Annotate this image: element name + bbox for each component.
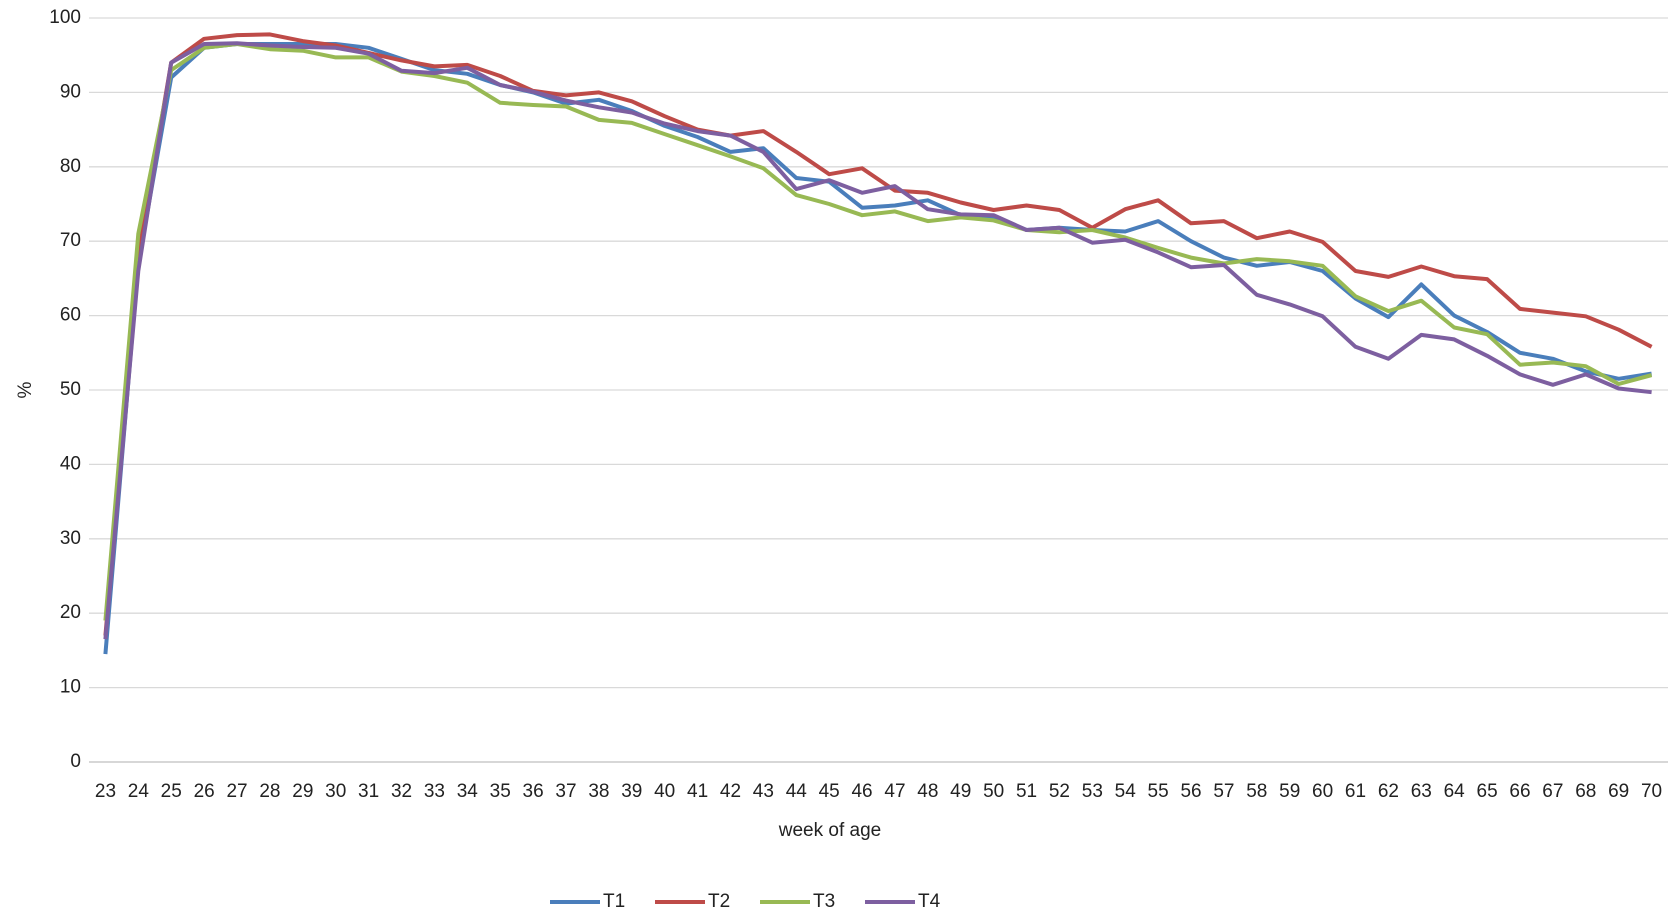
x-tick-label: 53 [1082, 781, 1103, 802]
x-tick-label: 48 [917, 781, 938, 802]
y-tick-label: 50 [60, 379, 81, 400]
x-tick-label: 31 [358, 781, 379, 802]
x-tick-label: 67 [1542, 781, 1563, 802]
x-tick-label: 25 [161, 781, 182, 802]
legend-label: T4 [918, 891, 941, 912]
x-tick-label: 66 [1509, 781, 1530, 802]
x-tick-label: 54 [1115, 781, 1137, 802]
x-tick-label: 36 [523, 781, 544, 802]
x-tick-label: 60 [1312, 781, 1333, 802]
x-tick-label: 57 [1213, 781, 1234, 802]
y-tick-label: 10 [60, 677, 81, 698]
x-tick-label: 58 [1246, 781, 1267, 802]
legend-label: T2 [708, 891, 730, 912]
x-tick-label: 50 [983, 781, 1004, 802]
x-tick-label: 56 [1180, 781, 1201, 802]
x-tick-label: 41 [687, 781, 708, 802]
x-tick-label: 28 [259, 781, 280, 802]
x-tick-label: 26 [194, 781, 215, 802]
x-tick-label: 30 [325, 781, 346, 802]
y-tick-label: 80 [60, 156, 81, 177]
x-tick-label: 24 [128, 781, 150, 802]
x-tick-label: 33 [424, 781, 445, 802]
y-tick-label: 0 [70, 751, 81, 772]
x-tick-label: 62 [1378, 781, 1399, 802]
x-tick-label: 68 [1575, 781, 1596, 802]
x-tick-label: 51 [1016, 781, 1037, 802]
x-tick-label: 59 [1279, 781, 1300, 802]
x-tick-label: 37 [555, 781, 576, 802]
x-tick-label: 39 [621, 781, 642, 802]
x-tick-label: 64 [1444, 781, 1466, 802]
series-line [103, 42, 1653, 621]
x-tick-label: 45 [819, 781, 840, 802]
x-tick-label: 42 [720, 781, 741, 802]
x-tick-label: 27 [226, 781, 247, 802]
x-tick-label: 35 [490, 781, 511, 802]
series-line [103, 41, 1652, 640]
y-tick-label: 20 [60, 602, 81, 623]
x-tick-label: 40 [654, 781, 675, 802]
x-tick-label: 49 [950, 781, 971, 802]
legend-label: T3 [813, 891, 835, 912]
x-tick-label: 52 [1049, 781, 1070, 802]
x-tick-label: 29 [292, 781, 313, 802]
x-tick-label: 63 [1411, 781, 1432, 802]
x-tick-label: 65 [1477, 781, 1498, 802]
x-tick-label: 43 [753, 781, 774, 802]
x-tick-label: 47 [884, 781, 905, 802]
x-tick-label: 61 [1345, 781, 1366, 802]
y-tick-label: 90 [60, 81, 81, 102]
y-tick-label: 100 [49, 7, 81, 28]
x-tick-label: 55 [1148, 781, 1169, 802]
x-tick-label: 46 [851, 781, 872, 802]
y-tick-label: 60 [60, 305, 81, 326]
x-tick-label: 70 [1641, 781, 1662, 802]
x-tick-label: 23 [95, 781, 116, 802]
y-tick-label: 70 [60, 230, 81, 251]
series-line [103, 42, 1652, 655]
x-tick-label: 34 [457, 781, 479, 802]
x-tick-label: 69 [1608, 781, 1629, 802]
x-tick-label: 32 [391, 781, 412, 802]
y-axis-title: % [15, 381, 36, 398]
x-tick-label: 38 [588, 781, 609, 802]
x-axis-title: week of age [778, 820, 881, 841]
y-tick-label: 30 [60, 528, 81, 549]
y-tick-label: 40 [60, 453, 81, 474]
x-tick-label: 44 [786, 781, 808, 802]
legend-label: T1 [603, 891, 625, 912]
